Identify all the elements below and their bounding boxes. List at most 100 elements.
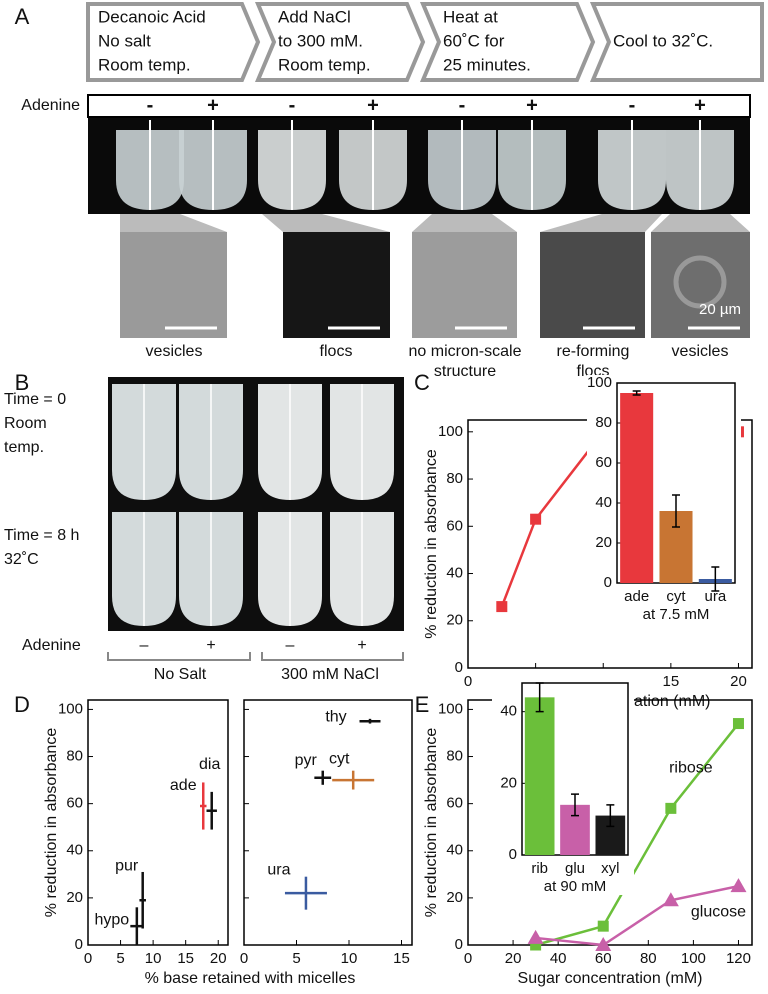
- y-tick-label: 0: [75, 936, 83, 953]
- y-tick-label: 40: [500, 703, 517, 720]
- b-adenine: Adenine: [22, 637, 81, 654]
- flow-text: Cool to 32˚C.: [613, 31, 713, 50]
- y-tick-label: 100: [58, 700, 83, 717]
- b-sign: +: [206, 637, 215, 654]
- micrograph-label: flocs: [320, 343, 353, 360]
- flow-text: No salt: [98, 31, 151, 50]
- micrograph-label: vesicles: [672, 343, 729, 360]
- x-tick-label: 0: [84, 950, 92, 967]
- x-tick-label: 15: [663, 673, 680, 690]
- x-tick-label: 0: [464, 950, 472, 967]
- marker: [662, 892, 679, 907]
- x-tick-label: 40: [550, 950, 567, 967]
- zoom-wedge: [120, 214, 227, 232]
- b-sign: +: [357, 637, 366, 654]
- b-group: No Salt: [154, 666, 207, 683]
- marker: [527, 929, 544, 944]
- micrograph: [412, 232, 517, 338]
- plot-frame: [243, 699, 413, 946]
- flow-text: 25 minutes.: [443, 55, 531, 74]
- panel-label: B: [15, 370, 30, 395]
- x-tick-label: xyl: [601, 860, 619, 877]
- vesicle: [673, 255, 727, 309]
- y-tick-label: 100: [438, 423, 463, 440]
- scale-label: 20 µm: [699, 301, 741, 318]
- y-tick-label: 20: [595, 534, 612, 551]
- flow-step: [254, 1, 426, 82]
- b-row-label: Time = 0: [4, 391, 66, 408]
- adenine-sign: +: [367, 94, 379, 116]
- flow-step: [589, 2, 764, 82]
- micrograph: [651, 232, 750, 338]
- flow-text: Room temp.: [278, 55, 371, 74]
- y-tick-label: 20: [446, 612, 463, 629]
- point-label: thy: [325, 708, 346, 725]
- error-bar: [711, 566, 720, 592]
- x-tick-label: 60: [595, 950, 612, 967]
- y-axis-label: % reduction in absorbance: [43, 728, 60, 918]
- error-bar: [571, 793, 579, 817]
- y-tick-label: 40: [446, 842, 463, 859]
- x-tick-label: cyt: [666, 588, 686, 605]
- error-bar: [632, 390, 641, 396]
- x-tick-label: 20: [210, 950, 227, 967]
- micrograph-label: vesicles: [146, 343, 203, 360]
- zoom-wedge: [412, 214, 517, 232]
- error-bar: [535, 682, 544, 713]
- adenine-sign: +: [694, 94, 706, 116]
- panel-label: D: [14, 692, 30, 717]
- flow-text: to 300 mM.: [278, 31, 363, 50]
- x-tick-label: 80: [640, 950, 657, 967]
- point-label: cyt: [329, 750, 350, 767]
- y-tick-label: 0: [509, 846, 517, 863]
- y-tick-label: 40: [66, 842, 83, 859]
- marker: [595, 937, 612, 951]
- x-tick-label: 0: [464, 673, 472, 690]
- b-row-label: Time = 8 h: [4, 527, 79, 544]
- x-tick-label: 15: [177, 950, 194, 967]
- x-tick-label: 20: [730, 673, 747, 690]
- bracket: [107, 652, 251, 661]
- point-label: dia: [199, 756, 220, 773]
- marker: [665, 802, 677, 814]
- panel-label: C: [414, 370, 430, 395]
- y-tick-label: 80: [446, 748, 463, 765]
- flow-text: Decanoic Acid: [98, 7, 206, 26]
- y-tick-label: 60: [595, 454, 612, 471]
- y-tick-label: 0: [455, 659, 463, 676]
- x-axis-label: at 7.5 mM: [643, 606, 710, 623]
- y-tick-label: 60: [66, 795, 83, 812]
- point-label: hypo: [94, 911, 129, 928]
- y-tick-label: 80: [446, 470, 463, 487]
- x-axis-label: % base retained with micelles: [145, 970, 356, 987]
- zoom-wedge: [651, 214, 750, 232]
- y-tick-label: 100: [438, 700, 463, 717]
- y-axis-label: % reduction in absorbance: [423, 728, 440, 918]
- b-group: 300 mM NaCl: [281, 666, 379, 683]
- adenine-sign: +: [526, 94, 538, 116]
- flow-text: Add NaCl: [278, 7, 351, 26]
- y-tick-label: 60: [446, 517, 463, 534]
- micrograph: [120, 232, 227, 338]
- flow-step: [86, 1, 261, 82]
- y-tick-label: 80: [66, 748, 83, 765]
- x-tick-label: 10: [145, 950, 162, 967]
- adenine-sign: -: [147, 94, 154, 116]
- series-label: glucose: [691, 903, 746, 920]
- micrograph-label: re-forming: [557, 343, 630, 360]
- y-tick-label: 40: [446, 564, 463, 581]
- y-tick-label: 40: [595, 494, 612, 511]
- marker: [730, 878, 747, 893]
- adenine-sign: -: [629, 94, 636, 116]
- x-tick-label: 120: [726, 950, 751, 967]
- x-tick-label: 100: [681, 950, 706, 967]
- x-tick-label: 10: [341, 950, 358, 967]
- x-axis-label: at 90 mM: [544, 878, 607, 895]
- x-tick-label: 15: [393, 950, 410, 967]
- point-label: pyr: [295, 752, 318, 769]
- x-tick-label: 5: [292, 950, 300, 967]
- flow-text: 60˚C for: [443, 31, 505, 50]
- marker: [597, 920, 609, 932]
- y-tick-label: 60: [446, 795, 463, 812]
- y-tick-label: 20: [66, 889, 83, 906]
